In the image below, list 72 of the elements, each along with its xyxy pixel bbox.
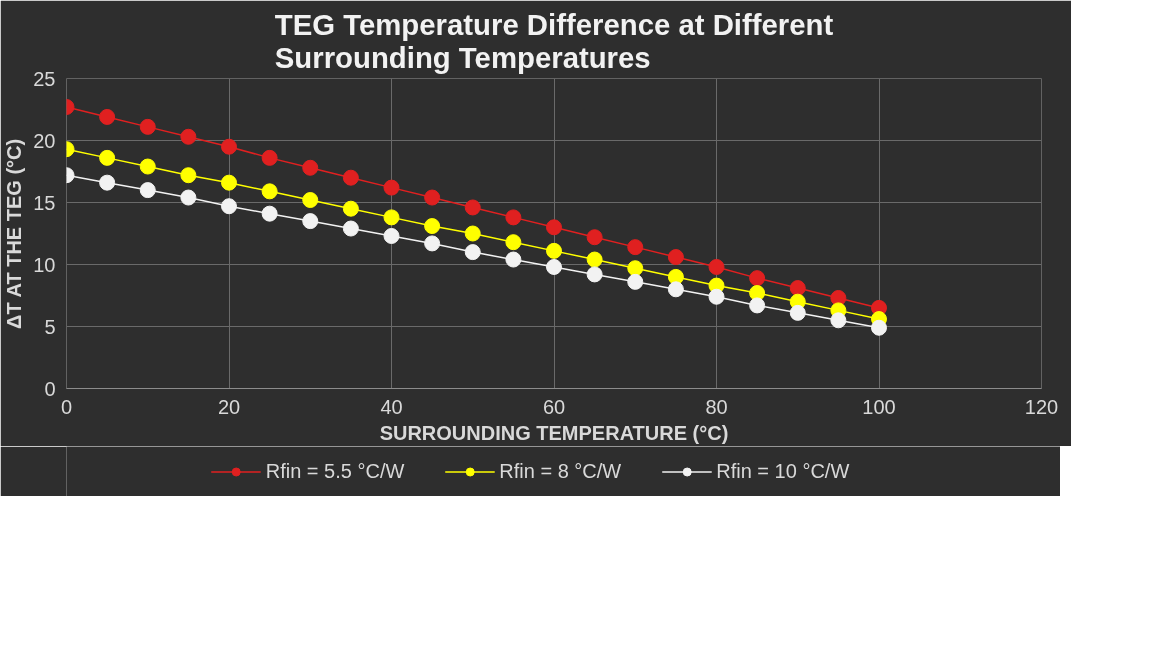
x-tick-label: 60	[542, 395, 566, 418]
point	[302, 192, 319, 209]
legend-label: Rfin = 8 °C/W	[499, 459, 622, 483]
point	[261, 205, 278, 222]
point	[424, 218, 441, 235]
point	[342, 220, 359, 237]
x-tick-label: 120	[1024, 395, 1059, 418]
point	[139, 182, 156, 199]
point	[708, 258, 725, 275]
point	[99, 149, 116, 166]
point	[830, 312, 847, 329]
point	[302, 159, 319, 176]
point	[708, 288, 725, 305]
legend-label: Rfin = 10 °C/W	[716, 459, 850, 483]
point	[505, 251, 522, 268]
point	[546, 219, 562, 236]
point	[627, 260, 644, 277]
point	[464, 225, 481, 242]
point	[424, 235, 441, 252]
point	[302, 213, 319, 230]
point	[139, 118, 156, 135]
point	[221, 174, 237, 191]
point	[789, 280, 806, 297]
point	[261, 149, 278, 166]
point	[789, 304, 806, 321]
point	[180, 128, 197, 145]
point	[667, 268, 684, 285]
x-tick-label: 40	[380, 395, 403, 418]
y-tick-label: 15	[33, 191, 56, 214]
point	[667, 249, 684, 266]
point	[221, 138, 237, 155]
point	[424, 189, 441, 206]
y-tick-label: 10	[33, 253, 56, 276]
point	[383, 209, 400, 226]
point	[464, 199, 481, 216]
x-tick-label: 100	[862, 395, 896, 418]
point	[749, 297, 766, 314]
y-axis-title: ΔT AT THE TEG (°C)	[3, 138, 26, 329]
point	[99, 174, 116, 191]
point	[180, 189, 197, 206]
y-tick-label: 0	[44, 377, 56, 400]
point	[505, 209, 522, 226]
x-axis-title: SURROUNDING TEMPERATURE (°C)	[379, 421, 729, 444]
y-tick-label: 25	[33, 67, 56, 90]
point	[627, 273, 644, 290]
point	[586, 229, 603, 246]
x-tick-label: 0	[60, 395, 73, 418]
chart-title: TEG Temperature Difference at Different Surrounding Temperatures	[274, 7, 834, 74]
point	[180, 167, 197, 184]
point	[99, 108, 116, 125]
point	[342, 200, 359, 217]
y-tick-label: 5	[44, 315, 56, 338]
point	[586, 251, 603, 268]
point	[139, 158, 156, 175]
x-tick-label: 20	[217, 395, 241, 418]
point	[342, 169, 359, 186]
point	[383, 179, 400, 196]
point	[261, 183, 278, 200]
point	[586, 266, 603, 283]
point	[667, 281, 684, 298]
point	[871, 319, 887, 336]
point	[627, 239, 644, 256]
legend-label: Rfin = 5.5 °C/W	[265, 459, 405, 483]
point	[464, 244, 481, 261]
point	[546, 242, 562, 259]
y-tick-label: 20	[33, 129, 56, 152]
point	[546, 258, 562, 275]
point	[505, 234, 522, 251]
point	[749, 270, 766, 287]
point	[221, 198, 237, 215]
x-tick-label: 80	[705, 395, 728, 418]
point	[383, 227, 400, 244]
